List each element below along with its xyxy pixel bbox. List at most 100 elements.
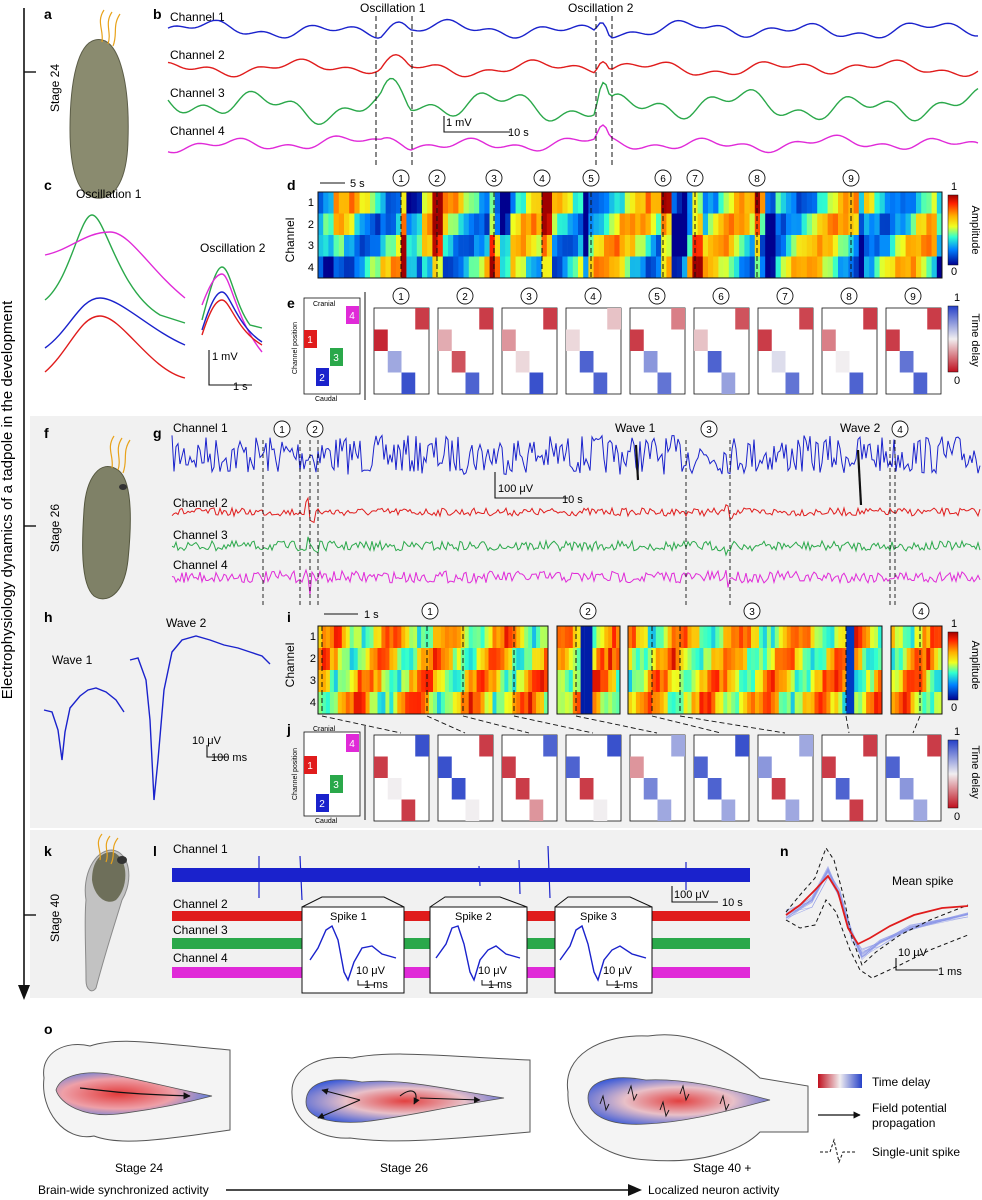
i-heat-cell xyxy=(751,670,756,692)
e-grid-cell-4-ch3 xyxy=(579,351,594,373)
d-heat-cell xyxy=(546,192,553,214)
d-heat-cell xyxy=(817,235,823,257)
d-heat-cell xyxy=(390,235,397,257)
e-grid-cell-6-ch3 xyxy=(707,351,722,373)
d-heat-cell xyxy=(838,256,844,278)
i-heat-cell xyxy=(930,670,935,692)
i-heat-cell xyxy=(373,670,378,692)
i-heat-cell xyxy=(536,626,541,648)
i-heat-cell xyxy=(683,626,688,648)
i-heat-cell xyxy=(544,626,549,648)
i-heat-frame-4 xyxy=(890,625,943,715)
i-heat-cell xyxy=(393,692,398,714)
i-heat-cell xyxy=(389,648,394,670)
h-wave1-label: Wave 1 xyxy=(52,653,93,667)
d-heat-cell xyxy=(427,235,433,257)
i-heat-cell xyxy=(914,648,919,670)
d-heat-cell xyxy=(900,192,906,214)
j-connector-9 xyxy=(912,715,921,734)
i-heat-cell xyxy=(926,692,931,714)
i-heat-cell xyxy=(838,648,843,670)
d-heat-cell xyxy=(385,235,392,257)
i-heat-cell xyxy=(794,648,799,670)
d-heat-cell xyxy=(692,235,698,257)
d-heat-cell xyxy=(541,192,548,214)
i-heat-cell xyxy=(691,626,696,648)
d-heat-cell xyxy=(411,235,418,257)
i-heat-cell xyxy=(643,692,649,714)
d-heat-cell xyxy=(650,256,657,278)
d-heat-cell xyxy=(422,235,428,257)
i-heat-cell xyxy=(456,648,462,670)
g-trace-channel4 xyxy=(171,568,981,595)
i-heat-cell xyxy=(385,648,390,670)
i-heat-cell xyxy=(703,670,708,692)
d-heat-cell xyxy=(827,192,834,214)
d-heat-cell xyxy=(318,213,324,235)
d-heat-cell xyxy=(650,213,657,235)
d-heat-cell xyxy=(552,192,558,214)
i-heat-cell xyxy=(922,670,927,692)
d-heat-cell xyxy=(406,192,412,214)
i-heat-cell xyxy=(393,670,398,692)
i-heat-cell xyxy=(766,648,772,670)
i-heat-cell xyxy=(755,670,760,692)
d-heat-cell xyxy=(702,235,709,257)
j-cbar-min: 0 xyxy=(954,811,960,823)
o-spike-icon-5 xyxy=(659,1100,670,1118)
d-heat-cell xyxy=(432,256,438,278)
i-heat-cell xyxy=(814,670,819,692)
e-grid-cell-9-ch4 xyxy=(927,308,941,330)
d-heat-cell xyxy=(318,235,324,257)
d-heat-cell xyxy=(567,256,574,278)
i-heat-cell xyxy=(508,626,513,648)
i-heat-cell xyxy=(508,648,513,670)
i-heat-cell xyxy=(782,648,788,670)
d-heat-cell xyxy=(905,213,912,235)
d-heat-cell xyxy=(323,235,329,257)
d-heat-cell xyxy=(619,213,626,235)
j-grid-cell-4-ch1 xyxy=(566,756,580,778)
d-heat-cell xyxy=(676,192,683,214)
i-heat-cell xyxy=(786,648,792,670)
j-cranial: Cranial xyxy=(313,726,336,733)
i-heat-cell xyxy=(369,648,374,670)
i-heat-cell xyxy=(421,692,426,714)
i-heat-cell xyxy=(802,648,807,670)
c-osc2-channel4 xyxy=(201,273,263,353)
i-heat-cell xyxy=(444,648,450,670)
d-heat-cell xyxy=(718,235,724,257)
d-heat-cell xyxy=(479,235,485,257)
i-heat-cell xyxy=(755,626,760,648)
i-heat-cell xyxy=(719,648,724,670)
d-heat-cell xyxy=(370,213,376,235)
d-heat-cell xyxy=(734,256,740,278)
i-heat-cell xyxy=(679,670,684,692)
i-heat-cell xyxy=(639,626,645,648)
i-heat-cell xyxy=(476,626,481,648)
e-grid-cell-6-ch4 xyxy=(735,308,749,330)
j-num1: 1 xyxy=(307,761,313,772)
e-grid-marker-num-8: 8 xyxy=(846,292,852,303)
i-heat-cell xyxy=(488,692,493,714)
d-heat-cell xyxy=(609,213,615,235)
i-heat-cell xyxy=(926,626,931,648)
d-heat-cell xyxy=(936,235,943,257)
d-heat-cell xyxy=(671,256,678,278)
i-heat-cell xyxy=(830,648,835,670)
i-heat-cell xyxy=(405,692,410,714)
i-heat-cell xyxy=(500,626,505,648)
i-heat-cell xyxy=(588,626,593,648)
e-num2: 2 xyxy=(319,373,325,384)
i-heat-cell xyxy=(596,692,601,714)
i-marker-num-2: 2 xyxy=(585,607,591,618)
i-heat-cell xyxy=(472,648,477,670)
d-heat-cell xyxy=(708,192,714,214)
i-heat-cell xyxy=(480,692,485,714)
i-heat-cell xyxy=(452,692,458,714)
i-heat-cell xyxy=(898,626,903,648)
n-upper-bound xyxy=(785,846,969,966)
d-heat-cell xyxy=(349,213,355,235)
i-heat-cell xyxy=(695,626,700,648)
i-heat-cell xyxy=(592,648,597,670)
